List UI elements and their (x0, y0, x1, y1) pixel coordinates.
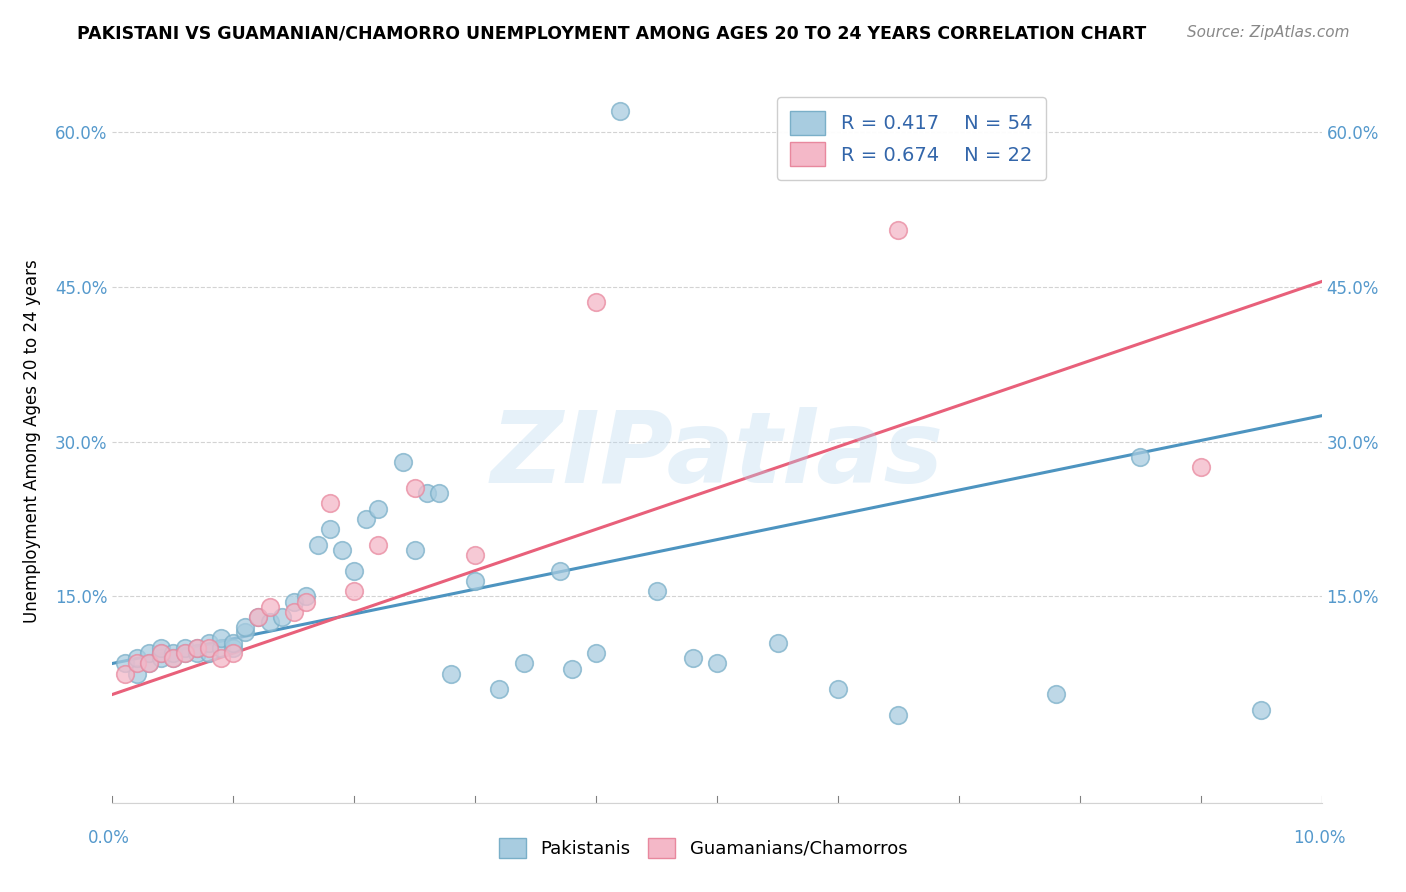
Point (295, 590, 318, 604)
Point (138, 657, 160, 671)
Point (319, 496, 342, 510)
Point (209, 651, 232, 665)
Point (464, 574, 486, 588)
Point (330, 542, 353, 557)
Text: 10.0%: 10.0% (1294, 829, 1346, 847)
Point (246, 610, 269, 624)
Point (186, 640, 208, 655)
Point (138, 646, 160, 660)
Text: ZIPatlas: ZIPatlas (491, 408, 943, 505)
Point (887, 223, 910, 237)
Point (488, 682, 510, 697)
Point (609, 104, 631, 119)
Point (706, 657, 728, 671)
Point (887, 708, 910, 723)
Y-axis label: Unemployment Among Ages 20 to 24 years: Unemployment Among Ages 20 to 24 years (24, 260, 41, 624)
Point (307, 538, 329, 552)
Point (174, 646, 197, 660)
Point (416, 486, 439, 500)
Point (174, 646, 197, 660)
Point (174, 640, 197, 655)
Point (186, 646, 208, 660)
Point (222, 636, 245, 650)
Point (645, 584, 668, 599)
Point (319, 522, 342, 536)
Point (246, 610, 269, 624)
Point (343, 584, 366, 599)
Point (198, 640, 221, 655)
Point (125, 651, 148, 665)
Point (585, 295, 607, 310)
Point (1129, 450, 1152, 464)
Point (404, 542, 426, 557)
Point (209, 631, 232, 645)
Point (235, 625, 257, 640)
Text: 0.0%: 0.0% (89, 829, 131, 847)
Point (356, 512, 378, 526)
Point (149, 646, 172, 660)
Point (440, 666, 463, 681)
Point (198, 646, 221, 660)
Point (391, 455, 413, 469)
Point (259, 615, 281, 630)
Point (548, 564, 571, 578)
Point (682, 651, 704, 665)
Point (149, 651, 172, 665)
Point (149, 640, 172, 655)
Point (512, 657, 534, 671)
Legend: Pakistanis, Guamanians/Chamorros: Pakistanis, Guamanians/Chamorros (489, 829, 917, 867)
Point (585, 646, 607, 660)
Point (270, 610, 292, 624)
Text: PAKISTANI VS GUAMANIAN/CHAMORRO UNEMPLOYMENT AMONG AGES 20 TO 24 YEARS CORRELATI: PAKISTANI VS GUAMANIAN/CHAMORRO UNEMPLOY… (77, 25, 1146, 43)
Point (235, 620, 257, 634)
Point (1045, 687, 1067, 701)
Point (186, 640, 208, 655)
Legend: R = 0.417    N = 54, R = 0.674    N = 22: R = 0.417 N = 54, R = 0.674 N = 22 (776, 97, 1046, 179)
Point (198, 636, 221, 650)
Point (138, 657, 160, 671)
Point (114, 666, 136, 681)
Point (561, 662, 583, 676)
Point (464, 548, 486, 562)
Text: Source: ZipAtlas.com: Source: ZipAtlas.com (1187, 25, 1350, 40)
Point (125, 666, 148, 681)
Point (125, 657, 148, 671)
Point (283, 594, 305, 608)
Point (162, 651, 184, 665)
Point (162, 651, 184, 665)
Point (766, 636, 789, 650)
Point (295, 594, 318, 608)
Point (367, 501, 389, 516)
Point (283, 605, 305, 619)
Point (162, 646, 184, 660)
Point (149, 646, 172, 660)
Point (114, 657, 136, 671)
Point (343, 564, 366, 578)
Point (404, 481, 426, 495)
Point (1250, 703, 1272, 717)
Point (222, 640, 245, 655)
Point (427, 486, 450, 500)
Point (367, 538, 389, 552)
Point (259, 599, 281, 614)
Point (827, 682, 849, 697)
Point (222, 646, 245, 660)
Point (209, 640, 232, 655)
Point (1189, 460, 1212, 475)
